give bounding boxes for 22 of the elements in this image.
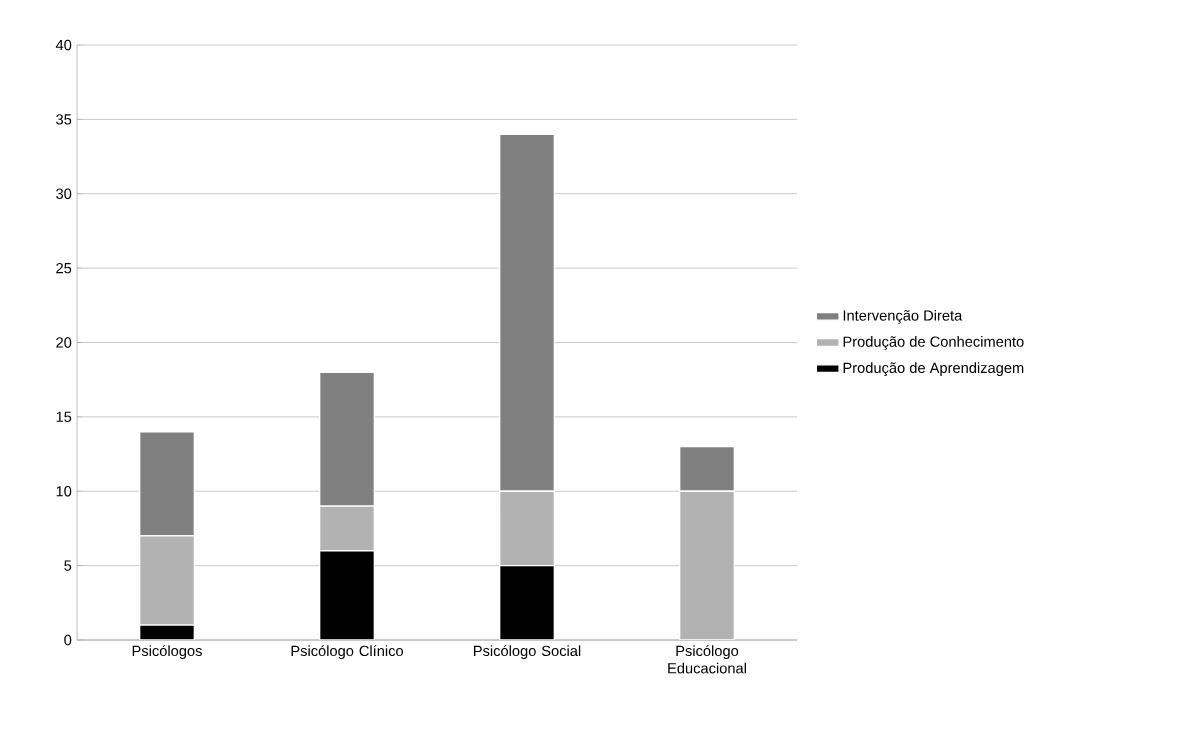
legend-label: Produção de Conhecimento <box>843 336 1024 350</box>
y-tick-label: 30 <box>56 188 72 199</box>
y-tick-label: 40 <box>55 39 72 51</box>
legend-label: Produção de Aprendizagem <box>843 362 1024 376</box>
bar <box>319 505 376 552</box>
y-tick-label: 25 <box>56 262 72 274</box>
bar <box>499 490 556 567</box>
x-tick-label: Psicólogo Social <box>474 645 581 659</box>
y-tick-label: 15 <box>56 411 72 422</box>
bar <box>499 564 556 640</box>
bar <box>139 535 196 626</box>
bar <box>679 490 736 640</box>
y-tick-label: 5 <box>64 560 72 571</box>
y-tick-label: 35 <box>56 114 72 125</box>
x-tick-label: Psicólogo Clínico <box>291 645 404 659</box>
legend-label: Intervenção Direta <box>843 309 963 324</box>
y-tick-label: 0 <box>64 634 72 646</box>
bar <box>319 550 376 640</box>
y-tick-label: 20 <box>56 337 72 348</box>
x-tick-label: Psicólogos <box>132 645 202 659</box>
x-tick-label: Psicólogo Educacional <box>668 645 746 674</box>
y-tick-label: 10 <box>56 486 72 497</box>
